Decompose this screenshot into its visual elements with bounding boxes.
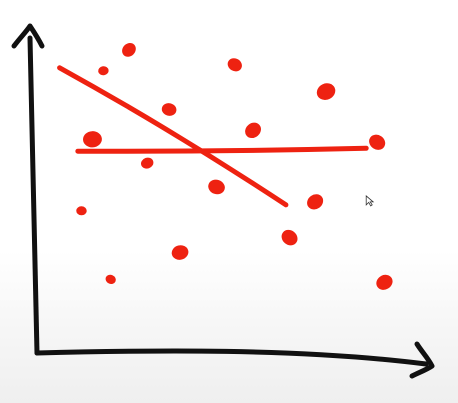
data-point	[281, 229, 298, 246]
data-point	[105, 274, 116, 284]
data-point	[122, 43, 136, 57]
data-point	[140, 157, 154, 169]
data-point	[316, 83, 336, 100]
x-axis-line	[34, 348, 429, 367]
data-point	[76, 206, 87, 216]
cursor-layer	[365, 195, 375, 207]
data-point	[208, 179, 225, 195]
data-point	[83, 131, 102, 148]
data-point	[307, 194, 324, 210]
data-point	[245, 122, 261, 139]
data-points	[76, 43, 393, 290]
data-point	[161, 103, 177, 116]
x-axis-arrowhead	[409, 341, 435, 379]
data-point	[98, 66, 109, 76]
data-point	[227, 58, 242, 72]
y-axis-arrowhead	[11, 23, 45, 49]
y-axis-line	[27, 35, 40, 356]
trend-line-1	[57, 65, 289, 208]
trend-line-2	[75, 145, 369, 154]
mouse-cursor-icon	[365, 195, 375, 207]
data-point	[171, 245, 189, 260]
data-point	[376, 274, 393, 290]
trend-lines	[57, 65, 369, 208]
axes	[11, 23, 435, 379]
data-point	[369, 134, 386, 150]
